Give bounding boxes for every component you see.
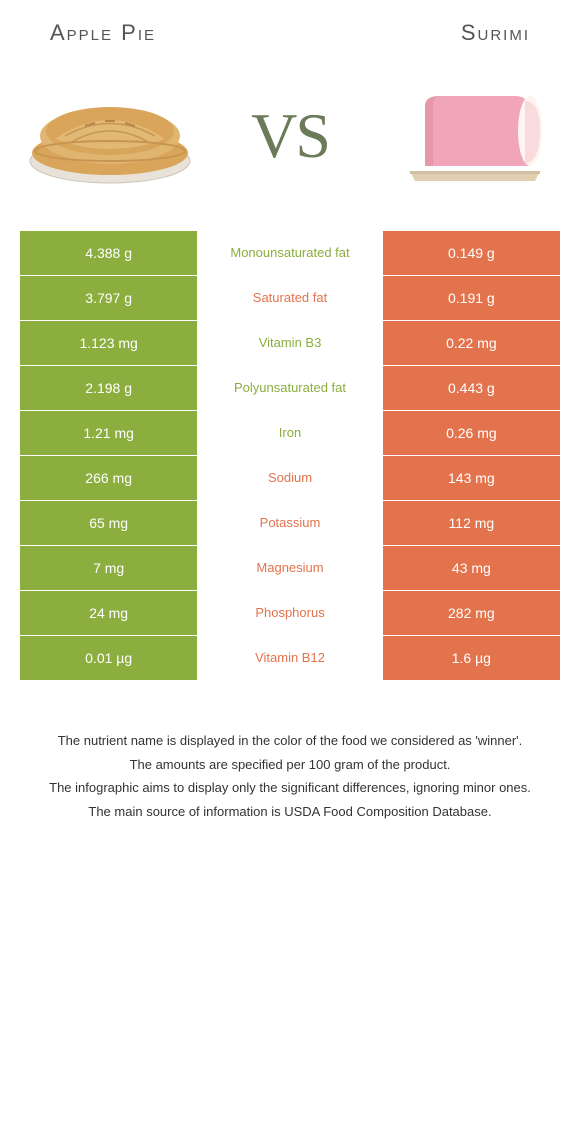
- title-right: Surimi: [461, 20, 530, 46]
- left-value: 24 mg: [20, 591, 197, 635]
- header-row: Apple Pie Surimi: [20, 20, 560, 66]
- left-value: 1.123 mg: [20, 321, 197, 365]
- left-value: 4.388 g: [20, 231, 197, 275]
- right-value: 0.191 g: [383, 276, 560, 320]
- right-value: 282 mg: [383, 591, 560, 635]
- nutrient-name: Iron: [197, 411, 382, 455]
- footer-notes: The nutrient name is displayed in the co…: [20, 731, 560, 821]
- nutrient-name: Magnesium: [197, 546, 382, 590]
- pie-icon: [25, 81, 195, 191]
- footer-line: The nutrient name is displayed in the co…: [30, 731, 550, 751]
- nutrient-name: Polyunsaturated fat: [197, 366, 382, 410]
- vs-text: VS: [251, 99, 329, 173]
- left-value: 266 mg: [20, 456, 197, 500]
- left-value: 1.21 mg: [20, 411, 197, 455]
- footer-line: The amounts are specified per 100 gram o…: [30, 755, 550, 775]
- title-left: Apple Pie: [50, 20, 156, 46]
- left-value: 7 mg: [20, 546, 197, 590]
- nutrient-name: Monounsaturated fat: [197, 231, 382, 275]
- table-row: 7 mgMagnesium43 mg: [20, 546, 560, 591]
- right-value: 0.26 mg: [383, 411, 560, 455]
- left-value: 65 mg: [20, 501, 197, 545]
- surimi-image: [380, 66, 560, 206]
- table-row: 24 mgPhosphorus282 mg: [20, 591, 560, 636]
- left-value: 2.198 g: [20, 366, 197, 410]
- left-value: 0.01 µg: [20, 636, 197, 680]
- images-row: VS: [20, 66, 560, 206]
- footer-line: The infographic aims to display only the…: [30, 778, 550, 798]
- table-row: 3.797 gSaturated fat0.191 g: [20, 276, 560, 321]
- nutrient-name: Sodium: [197, 456, 382, 500]
- table-row: 65 mgPotassium112 mg: [20, 501, 560, 546]
- surimi-icon: [385, 76, 555, 196]
- infographic-container: Apple Pie Surimi VS: [0, 0, 580, 855]
- footer-line: The main source of information is USDA F…: [30, 802, 550, 822]
- table-row: 266 mgSodium143 mg: [20, 456, 560, 501]
- apple-pie-image: [20, 66, 200, 206]
- nutrient-table: 4.388 gMonounsaturated fat0.149 g3.797 g…: [20, 231, 560, 681]
- left-value: 3.797 g: [20, 276, 197, 320]
- table-row: 1.21 mgIron0.26 mg: [20, 411, 560, 456]
- right-value: 0.443 g: [383, 366, 560, 410]
- nutrient-name: Saturated fat: [197, 276, 382, 320]
- nutrient-name: Potassium: [197, 501, 382, 545]
- right-value: 112 mg: [383, 501, 560, 545]
- nutrient-name: Vitamin B3: [197, 321, 382, 365]
- table-row: 0.01 µgVitamin B121.6 µg: [20, 636, 560, 681]
- right-value: 43 mg: [383, 546, 560, 590]
- nutrient-name: Vitamin B12: [197, 636, 382, 680]
- table-row: 1.123 mgVitamin B30.22 mg: [20, 321, 560, 366]
- right-value: 0.22 mg: [383, 321, 560, 365]
- table-row: 4.388 gMonounsaturated fat0.149 g: [20, 231, 560, 276]
- right-value: 0.149 g: [383, 231, 560, 275]
- right-value: 1.6 µg: [383, 636, 560, 680]
- right-value: 143 mg: [383, 456, 560, 500]
- table-row: 2.198 gPolyunsaturated fat0.443 g: [20, 366, 560, 411]
- nutrient-name: Phosphorus: [197, 591, 382, 635]
